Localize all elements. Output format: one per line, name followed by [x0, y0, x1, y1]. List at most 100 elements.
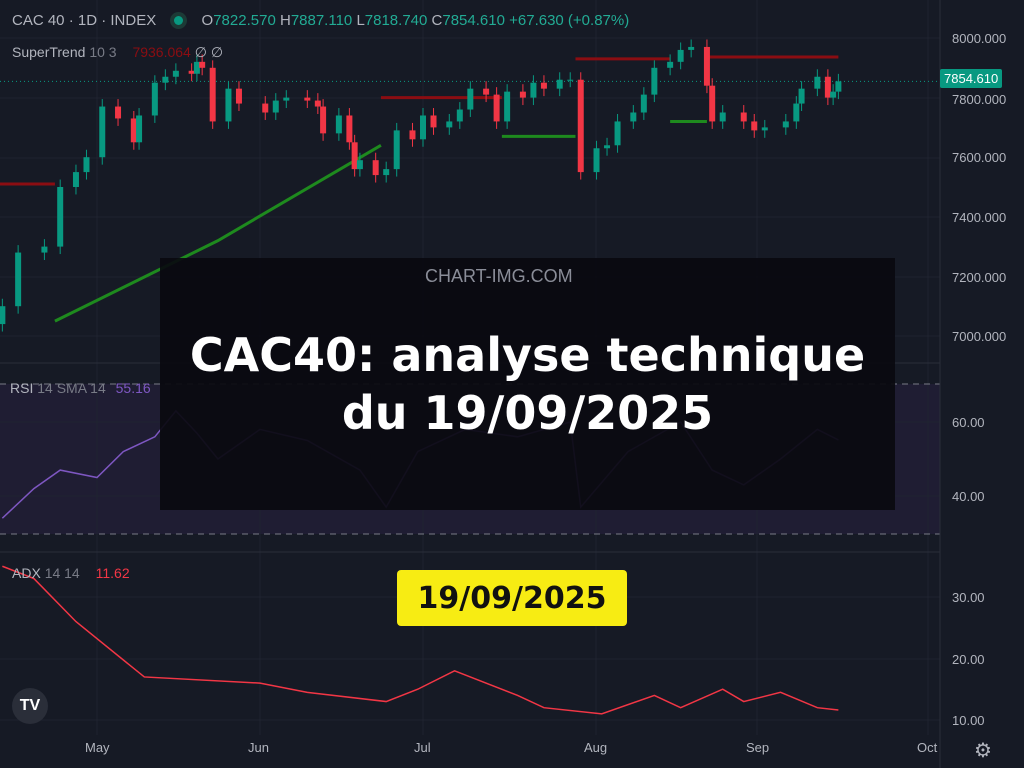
rsi-params: 14 SMA 14 — [37, 380, 106, 396]
candle-body — [688, 46, 695, 50]
candle-body — [356, 160, 363, 170]
candle-body — [335, 115, 342, 134]
y-tick: 7200.000 — [952, 270, 1007, 285]
candle-body — [493, 94, 500, 122]
candle-body — [793, 103, 800, 122]
candle-body — [420, 115, 426, 140]
low-value: 7818.740 — [364, 12, 428, 29]
overlay-title: CAC40: analyse technique du 19/09/2025 — [189, 328, 866, 440]
candle-body — [115, 106, 122, 119]
date-badge: 19/09/2025 — [397, 570, 627, 626]
candle-body — [751, 121, 758, 131]
candle-body — [824, 76, 831, 98]
rsi-value: 55.16 — [115, 380, 151, 396]
x-tick: Jul — [414, 740, 431, 755]
y-tick: 7800.000 — [952, 92, 1007, 107]
candle-body — [782, 121, 789, 128]
low-label: L — [356, 12, 365, 29]
settings-gear-icon[interactable]: ⚙ — [974, 740, 992, 762]
adx-tick: 10.00 — [952, 713, 985, 728]
open-value: 7822.570 — [213, 12, 276, 29]
candle-body — [199, 61, 206, 68]
candle-body — [393, 130, 400, 170]
change-value: +67.630 (+0.87%) — [509, 12, 630, 29]
candle-body — [456, 109, 463, 122]
adx-name: ADX — [12, 565, 41, 581]
x-tick: May — [85, 740, 110, 755]
candle-body — [409, 130, 416, 140]
candle-body — [283, 97, 290, 101]
supertrend-segment — [54, 143, 382, 323]
candle-body — [798, 88, 805, 104]
candle-body — [151, 82, 158, 116]
last-price-tag: 7854.610 — [940, 69, 1003, 88]
candle-body — [835, 81, 842, 92]
symbol-title: CAC 40 · 1D · INDEX — [12, 12, 157, 29]
y-tick: 8000.000 — [952, 31, 1007, 46]
rsi-tick: 40.00 — [952, 489, 985, 504]
candle-body — [577, 79, 584, 173]
adx-value: 11.62 — [95, 565, 130, 581]
watermark: CHART-IMG.COM — [425, 266, 573, 286]
candle-body — [346, 115, 353, 143]
candle-body — [193, 61, 200, 74]
candle-body — [614, 121, 621, 146]
candle-body — [15, 252, 22, 307]
adx-params: 14 14 — [44, 565, 80, 581]
adx-line — [2, 565, 839, 715]
title-overlay: CAC40: analyse technique du 19/09/2025 — [160, 258, 895, 510]
supertrend-value-3: ∅ — [210, 44, 224, 60]
candle-body — [0, 306, 6, 325]
x-tick: Sep — [746, 740, 770, 755]
candle-body — [225, 88, 232, 122]
x-tick: Oct — [917, 740, 938, 755]
supertrend-params: 10 3 — [89, 44, 117, 60]
candle-body — [830, 91, 837, 98]
ohlc-legend: CAC 40 · 1D · INDEX O7822.570 H7887.110 … — [12, 12, 629, 29]
candle-body — [530, 82, 537, 98]
candle-body — [504, 91, 511, 122]
y-tick: 7400.000 — [952, 210, 1007, 225]
rsi-legend[interactable]: RSI 14 SMA 14 55.16 — [10, 380, 151, 396]
candle-body — [83, 157, 90, 173]
candle-body — [604, 145, 611, 149]
open-label: O — [201, 12, 214, 29]
y-tick: 7000.000 — [952, 329, 1007, 344]
candle-body — [719, 112, 726, 122]
candle-body — [304, 97, 311, 101]
candle-body — [351, 142, 358, 170]
adx-legend[interactable]: ADX 14 14 11.62 — [12, 565, 130, 581]
candle-body — [209, 67, 216, 122]
candle-body — [593, 148, 600, 173]
close-label: C — [431, 12, 443, 29]
candle-body — [99, 106, 106, 158]
candle-body — [519, 91, 526, 98]
candle-body — [761, 127, 768, 131]
supertrend-value-2: ∅ — [194, 44, 207, 60]
candle-body — [814, 76, 821, 89]
candle-body — [162, 76, 169, 83]
candle-body — [556, 79, 563, 89]
high-value: 7887.110 — [290, 12, 353, 29]
candle-body — [262, 103, 269, 113]
adx-tick: 20.00 — [952, 652, 985, 667]
candle-body — [430, 115, 437, 128]
candle-body — [651, 67, 658, 95]
x-tick: Jun — [248, 740, 269, 755]
candle-body — [235, 88, 242, 104]
candle-body — [272, 100, 279, 113]
candle-body — [72, 172, 79, 187]
candle-body — [640, 94, 647, 113]
candle-body — [740, 112, 747, 122]
candle-body — [567, 79, 574, 81]
candle-body — [383, 169, 390, 176]
candle-body — [446, 121, 453, 128]
x-tick: Aug — [584, 740, 608, 755]
tradingview-logo-icon[interactable]: TV — [12, 688, 48, 724]
candle-body — [130, 118, 137, 143]
supertrend-legend[interactable]: SuperTrend 10 3 7936.064 ∅ ∅ — [12, 44, 223, 61]
rsi-tick: 60.00 — [952, 415, 985, 430]
candle-body — [540, 82, 547, 89]
candle-body — [677, 49, 684, 62]
candle-body — [703, 46, 710, 86]
